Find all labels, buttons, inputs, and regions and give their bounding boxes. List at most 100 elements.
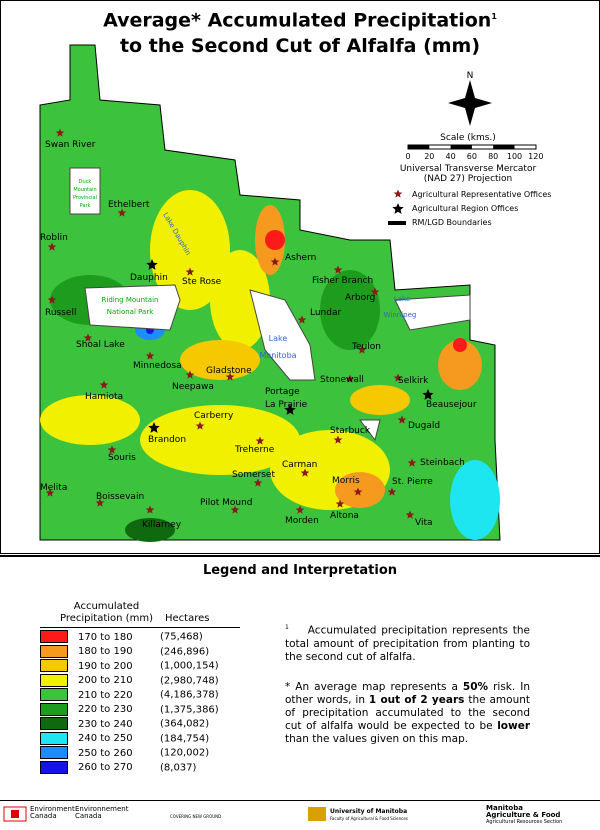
place-label: Shoal Lake bbox=[76, 340, 125, 350]
place-label: Lundar bbox=[310, 308, 341, 318]
hectares: (75,468) bbox=[160, 631, 203, 643]
scale-seg bbox=[408, 145, 430, 149]
feature-label: Mountain bbox=[73, 187, 96, 193]
place-label: Ethelbert bbox=[108, 200, 150, 210]
place-label: Dauphin bbox=[130, 273, 168, 283]
place-label: Arborg bbox=[345, 293, 375, 303]
place-label: Stonewall bbox=[320, 375, 364, 385]
legend-row: 210 to 220 (4,186,378) bbox=[40, 688, 219, 701]
legend-row: 190 to 200 (1,000,154) bbox=[40, 659, 219, 672]
hectares: (2,980,748) bbox=[160, 675, 219, 686]
range: 260 to 270 bbox=[78, 762, 133, 773]
note-part: the amount of precipitation accumulated … bbox=[285, 694, 530, 732]
scale-seg bbox=[450, 145, 472, 149]
col2: Hectares bbox=[165, 613, 210, 624]
office-star bbox=[95, 498, 105, 507]
office-star bbox=[333, 435, 343, 444]
place-label: La Prairie bbox=[265, 400, 308, 410]
footer-text: Agriculture & Food bbox=[486, 811, 560, 819]
office-star bbox=[185, 267, 195, 276]
office-star bbox=[185, 370, 195, 379]
office-star bbox=[195, 421, 205, 430]
office-star bbox=[230, 505, 240, 514]
office-star bbox=[387, 487, 397, 496]
feature-label: Lake bbox=[269, 334, 288, 343]
hectares: (246,896) bbox=[160, 646, 210, 657]
range: 200 to 210 bbox=[78, 675, 133, 686]
office-star bbox=[333, 265, 343, 274]
footer-text: Environnement bbox=[75, 805, 129, 813]
office-star bbox=[107, 445, 117, 454]
scale-tick: 100 bbox=[507, 152, 522, 161]
office-star bbox=[270, 257, 280, 266]
office-star bbox=[47, 242, 57, 251]
footer-text: COVERING NEW GROUND bbox=[170, 814, 221, 819]
range: 220 to 230 bbox=[78, 704, 133, 715]
place-label: Gladstone bbox=[206, 366, 252, 376]
range: 180 to 190 bbox=[78, 646, 133, 657]
place-label: Treherne bbox=[234, 445, 275, 455]
place-label: Minnedosa bbox=[133, 361, 182, 371]
scale-tick: 80 bbox=[488, 152, 498, 161]
place-label: Carberry bbox=[194, 411, 234, 421]
legend-row: 180 to 190 (246,896) bbox=[40, 644, 210, 658]
range: 190 to 200 bbox=[78, 660, 133, 672]
place-label: Portage bbox=[265, 387, 300, 397]
col1-line: Precipitation (mm) bbox=[60, 613, 153, 624]
swatch bbox=[40, 688, 68, 701]
place-label: Neepawa bbox=[172, 382, 214, 392]
range: 230 to 240 bbox=[78, 718, 133, 730]
footer-text: Manitoba bbox=[486, 804, 523, 812]
title-line: to the Second Cut of Alfalfa (mm) bbox=[119, 35, 481, 58]
office-star bbox=[117, 208, 127, 217]
office-star bbox=[47, 295, 57, 304]
place-label: Souris bbox=[108, 453, 136, 463]
legend-row: 220 to 230 (1,375,386) bbox=[40, 702, 219, 716]
swatch bbox=[40, 644, 68, 658]
rule bbox=[40, 627, 240, 628]
place-label: Starbuck bbox=[330, 426, 371, 436]
note1: 1 Accumulated precipitation represents t… bbox=[285, 621, 530, 664]
office-star bbox=[407, 458, 417, 467]
feature-label: Manitoba bbox=[259, 351, 296, 360]
hectares: (120,002) bbox=[160, 747, 210, 759]
swatch bbox=[40, 702, 68, 716]
footer-text: Canada bbox=[75, 812, 102, 820]
boundary-key bbox=[388, 221, 406, 225]
office-star bbox=[253, 478, 263, 487]
feature-label: Riding Mountain bbox=[102, 296, 159, 304]
note-part: * An average map represents a bbox=[285, 681, 463, 693]
scale-tick: 120 bbox=[528, 152, 543, 161]
office-star bbox=[255, 436, 265, 445]
place-label: Morden bbox=[285, 516, 319, 526]
office-star bbox=[99, 380, 109, 389]
col1: Accumulated Precipitation (mm) bbox=[60, 601, 153, 625]
scale-tick: 20 bbox=[424, 152, 434, 161]
range: 170 to 180 bbox=[78, 631, 133, 643]
place-label: Dugald bbox=[408, 421, 440, 431]
feature-label: Lake bbox=[394, 295, 410, 303]
scale-tick: 60 bbox=[467, 152, 477, 161]
place-label: Brandon bbox=[148, 435, 186, 445]
map-legend: Agricultural Representative Offices bbox=[412, 190, 551, 199]
compass bbox=[448, 80, 492, 126]
hectares: (8,037) bbox=[160, 762, 197, 773]
office-star bbox=[405, 510, 415, 519]
map-legend: Agricultural Region Offices bbox=[412, 204, 518, 213]
title-line: Average* Accumulated Precipitation bbox=[103, 9, 492, 32]
legend-row: 230 to 240 (364,082) bbox=[40, 717, 209, 730]
office-star bbox=[45, 488, 55, 497]
note2: * An average map represents a 50% risk. … bbox=[285, 681, 530, 746]
place-label: Melita bbox=[40, 483, 67, 493]
range: 210 to 220 bbox=[78, 689, 133, 701]
place-label: St. Pierre bbox=[392, 477, 433, 487]
footer-text: Canada bbox=[30, 812, 57, 820]
legend-row: 250 to 260 (120,002) bbox=[40, 746, 209, 759]
office-star bbox=[422, 389, 434, 400]
office-star bbox=[225, 372, 235, 381]
hectares: (184,754) bbox=[160, 733, 210, 744]
range: 250 to 260 bbox=[78, 747, 133, 759]
footer-text: Agricultural Resources Section bbox=[486, 819, 562, 825]
